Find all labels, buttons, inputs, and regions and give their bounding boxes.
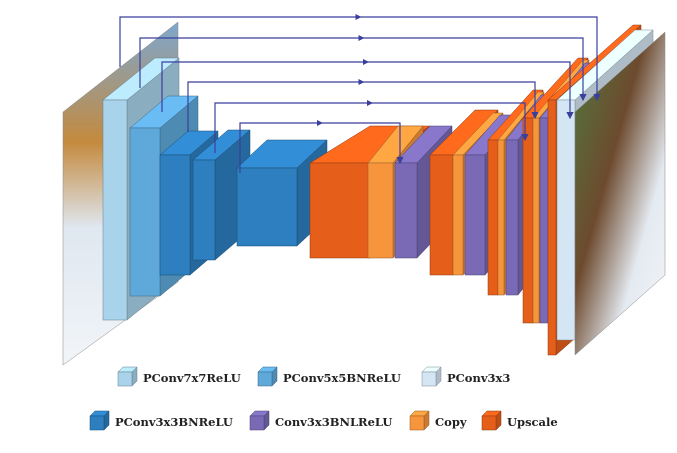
- block-front: [367, 162, 394, 259]
- output-image: [574, 31, 666, 356]
- block-front: [394, 162, 418, 259]
- arrow-mid: [363, 59, 369, 65]
- legend-label: Copy: [435, 415, 467, 429]
- skip-arrow: [139, 37, 587, 102]
- block-front: [309, 162, 371, 259]
- skip-arrow: [161, 61, 574, 120]
- block-front: [547, 99, 557, 356]
- block-front: [409, 415, 425, 431]
- block-front: [497, 139, 505, 296]
- arrow-mid: [358, 79, 365, 85]
- block-front: [89, 415, 105, 431]
- block-front: [556, 99, 576, 341]
- block-front: [159, 154, 191, 276]
- arrow-mid: [358, 35, 365, 41]
- legend-label: Conv3x3BNLReLU: [275, 415, 392, 429]
- block-front: [192, 159, 216, 261]
- block-front: [236, 167, 298, 247]
- legend: PConv7x7ReLU PConv5x5BNReLU PConv3x3 PConv3…: [89, 366, 558, 431]
- legend-label: PConv7x7ReLU: [143, 371, 241, 385]
- block-front: [522, 117, 534, 324]
- block-front: [505, 139, 519, 296]
- skip-connections: [119, 14, 601, 173]
- block-front: [421, 371, 437, 387]
- block-front: [464, 154, 486, 276]
- arrow-mid: [317, 120, 323, 126]
- legend-label: PConv5x5BNReLU: [283, 371, 401, 385]
- arrow-mid: [367, 100, 373, 106]
- legend-label: PConv3x3: [447, 371, 510, 385]
- block-front: [532, 117, 540, 324]
- block-front: [129, 127, 161, 297]
- block-front: [481, 415, 497, 431]
- block-front: [117, 371, 133, 387]
- block-front: [102, 99, 128, 321]
- block-front: [249, 415, 265, 431]
- block-front: [487, 139, 499, 296]
- block-front: [429, 154, 454, 276]
- skip-arrow: [119, 16, 601, 102]
- legend-label: PConv3x3BNReLU: [115, 415, 233, 429]
- block-front: [452, 154, 464, 276]
- block-front: [257, 371, 273, 387]
- block-front: [539, 117, 549, 324]
- arrow-mid: [355, 14, 362, 20]
- legend-label: Upscale: [507, 415, 558, 429]
